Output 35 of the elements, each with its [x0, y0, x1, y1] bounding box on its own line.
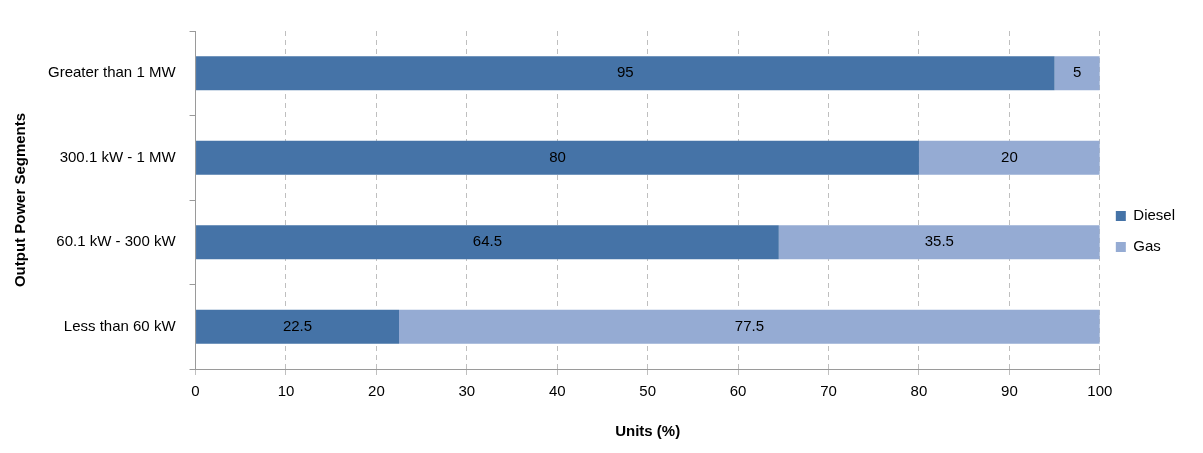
bar — [196, 225, 779, 260]
x-tick-label: 10 — [277, 382, 295, 400]
x-tick-label: 90 — [1001, 382, 1018, 400]
data-label: 80 — [549, 147, 566, 165]
y-tick-label: Less than 60 kW — [63, 316, 177, 334]
bar — [196, 309, 400, 344]
bar — [196, 140, 919, 175]
y-tick-label: 300.1 kW - 1 MW — [59, 147, 177, 165]
data-label: 35.5 — [924, 232, 954, 250]
x-tick-label: 30 — [458, 382, 476, 400]
bar — [196, 56, 1055, 91]
data-label: 77.5 — [734, 316, 765, 334]
x-tick-label: 80 — [910, 382, 928, 400]
y-tick-label: 60.1 kW - 300 kW — [56, 232, 177, 250]
y-tick-label: Greater than 1 MW — [48, 63, 177, 81]
bar — [918, 140, 1100, 175]
bar — [1054, 56, 1100, 91]
x-tick-label: 0 — [191, 382, 200, 400]
x-tick-label: 50 — [639, 382, 657, 400]
bar — [778, 225, 1100, 260]
x-tick-label: 40 — [548, 382, 566, 400]
x-tick-label: 70 — [820, 382, 837, 400]
data-label: 95 — [616, 63, 634, 81]
data-label: 22.5 — [282, 316, 313, 334]
x-tick-label: 20 — [368, 382, 385, 400]
x-tick-label: 60 — [729, 382, 747, 400]
data-label: 64.5 — [472, 232, 503, 250]
bar — [399, 309, 1100, 344]
data-label: 5 — [1073, 63, 1082, 81]
x-axis-title: Units (%) — [615, 422, 681, 440]
x-tick-label: 100 — [1087, 382, 1113, 400]
legend-label: Gas — [1133, 237, 1161, 255]
data-label: 20 — [1001, 147, 1018, 165]
y-axis-title: Output Power Segments — [11, 112, 29, 288]
legend-label: Diesel — [1133, 206, 1176, 224]
